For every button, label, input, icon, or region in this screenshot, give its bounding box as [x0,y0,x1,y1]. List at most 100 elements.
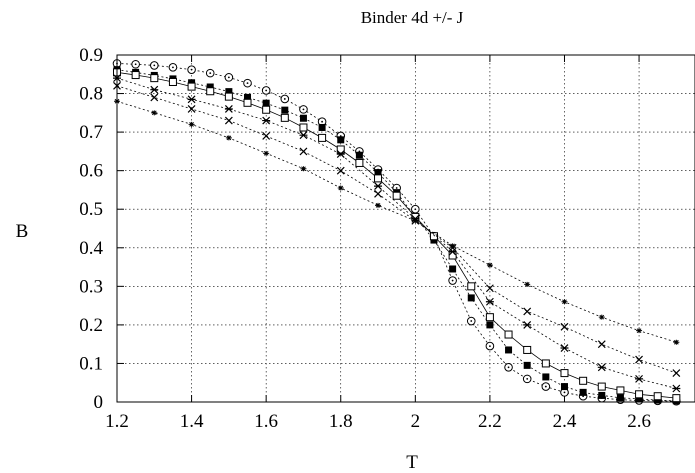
data-point-center [302,108,305,111]
y-tick-label: 0.9 [79,45,103,66]
data-point [206,83,214,91]
data-point [131,71,140,80]
data-point [262,116,271,125]
y-axis-title: B [16,221,29,242]
x-tick-label: 2.6 [627,411,651,432]
series-line [116,77,677,389]
data-point [336,166,345,175]
data-point [672,369,681,378]
x-axis-title: T [406,452,418,473]
plot-area-frame [116,54,695,403]
data-point [374,174,383,183]
data-point [244,93,252,101]
y-tick-label: 0.1 [79,353,103,374]
data-point [485,284,494,293]
data-point [636,328,643,334]
data-point [579,388,587,396]
data-point [300,166,307,172]
data-point-center [153,64,156,67]
data-point [281,106,289,114]
y-tick-label: 0.3 [79,276,103,297]
data-point [486,262,493,268]
data-point-center [414,208,417,211]
data-point [672,394,681,403]
series-3 [113,68,681,403]
data-point [299,147,308,156]
data-point [504,330,513,339]
data-point [224,92,233,101]
data-point [597,382,606,391]
data-point [336,150,345,159]
series-1 [112,59,681,406]
data-point [225,135,232,141]
data-point [263,150,270,156]
data-point [206,87,215,96]
data-point [597,363,606,372]
ticks [116,54,640,403]
data-point-center [190,68,193,71]
data-point-center [283,98,286,100]
data-point [262,105,271,114]
tick-labels: 1.2 1.4 1.6 1.8 2 2.2 2.4 2.6 0 0.1 0.2 0.3 0.4 0.5 0.… [79,45,651,432]
chart-title: Binder 4d +/- J [361,8,464,27]
y-tick-label: 0.4 [79,238,103,259]
data-point-center [209,72,212,75]
data-point [523,320,532,329]
data-point [150,74,159,83]
y-tick-label: 0.2 [79,315,103,336]
data-point [375,202,382,208]
data-point [485,297,494,306]
data-point [635,355,643,364]
data-point [225,88,233,96]
data-point [355,158,364,167]
grid [117,55,695,402]
data-point-center [134,63,137,66]
x-tick-label: 1.4 [180,411,204,432]
y-tick-label: 0.6 [79,161,103,182]
data-point [560,383,568,391]
data-point [374,182,383,191]
data-point-center [227,76,230,79]
series-4 [113,74,681,393]
data-point [653,392,662,401]
data-point [598,314,605,320]
y-tick-label: 0.5 [79,199,103,220]
data-point [635,395,643,403]
x-tick-label: 1.6 [254,411,278,432]
data-point [187,95,196,104]
data-point [318,133,327,142]
data-point [467,294,475,302]
data-point [168,77,177,86]
x-tick-label: 1.8 [329,411,353,432]
data-point [188,121,195,127]
data-point [505,346,513,354]
series-line [116,72,677,399]
data-point [672,384,681,393]
series-2 [113,66,680,405]
series-line [116,63,677,402]
series-line [116,100,677,343]
data-point [374,169,382,177]
data-point [280,113,289,122]
data-point [541,359,550,368]
data-point [337,185,344,191]
data-point-center [246,82,249,85]
x-tick-label: 2.2 [478,411,502,432]
y-tick-label: 0.7 [79,122,103,143]
data-point [224,105,233,113]
series-layer [112,59,681,406]
data-point [485,313,494,322]
data-point-center [526,377,529,380]
data-point [392,191,401,200]
data-point [542,373,550,381]
data-point [262,132,271,140]
data-point [523,345,532,354]
data-point-center [265,89,268,92]
data-point [449,243,456,249]
data-point [560,369,569,378]
series-line [116,85,677,374]
x-tick-label: 1.2 [105,411,129,432]
data-point [579,376,588,385]
data-point [598,391,606,399]
data-point-center [544,385,547,388]
